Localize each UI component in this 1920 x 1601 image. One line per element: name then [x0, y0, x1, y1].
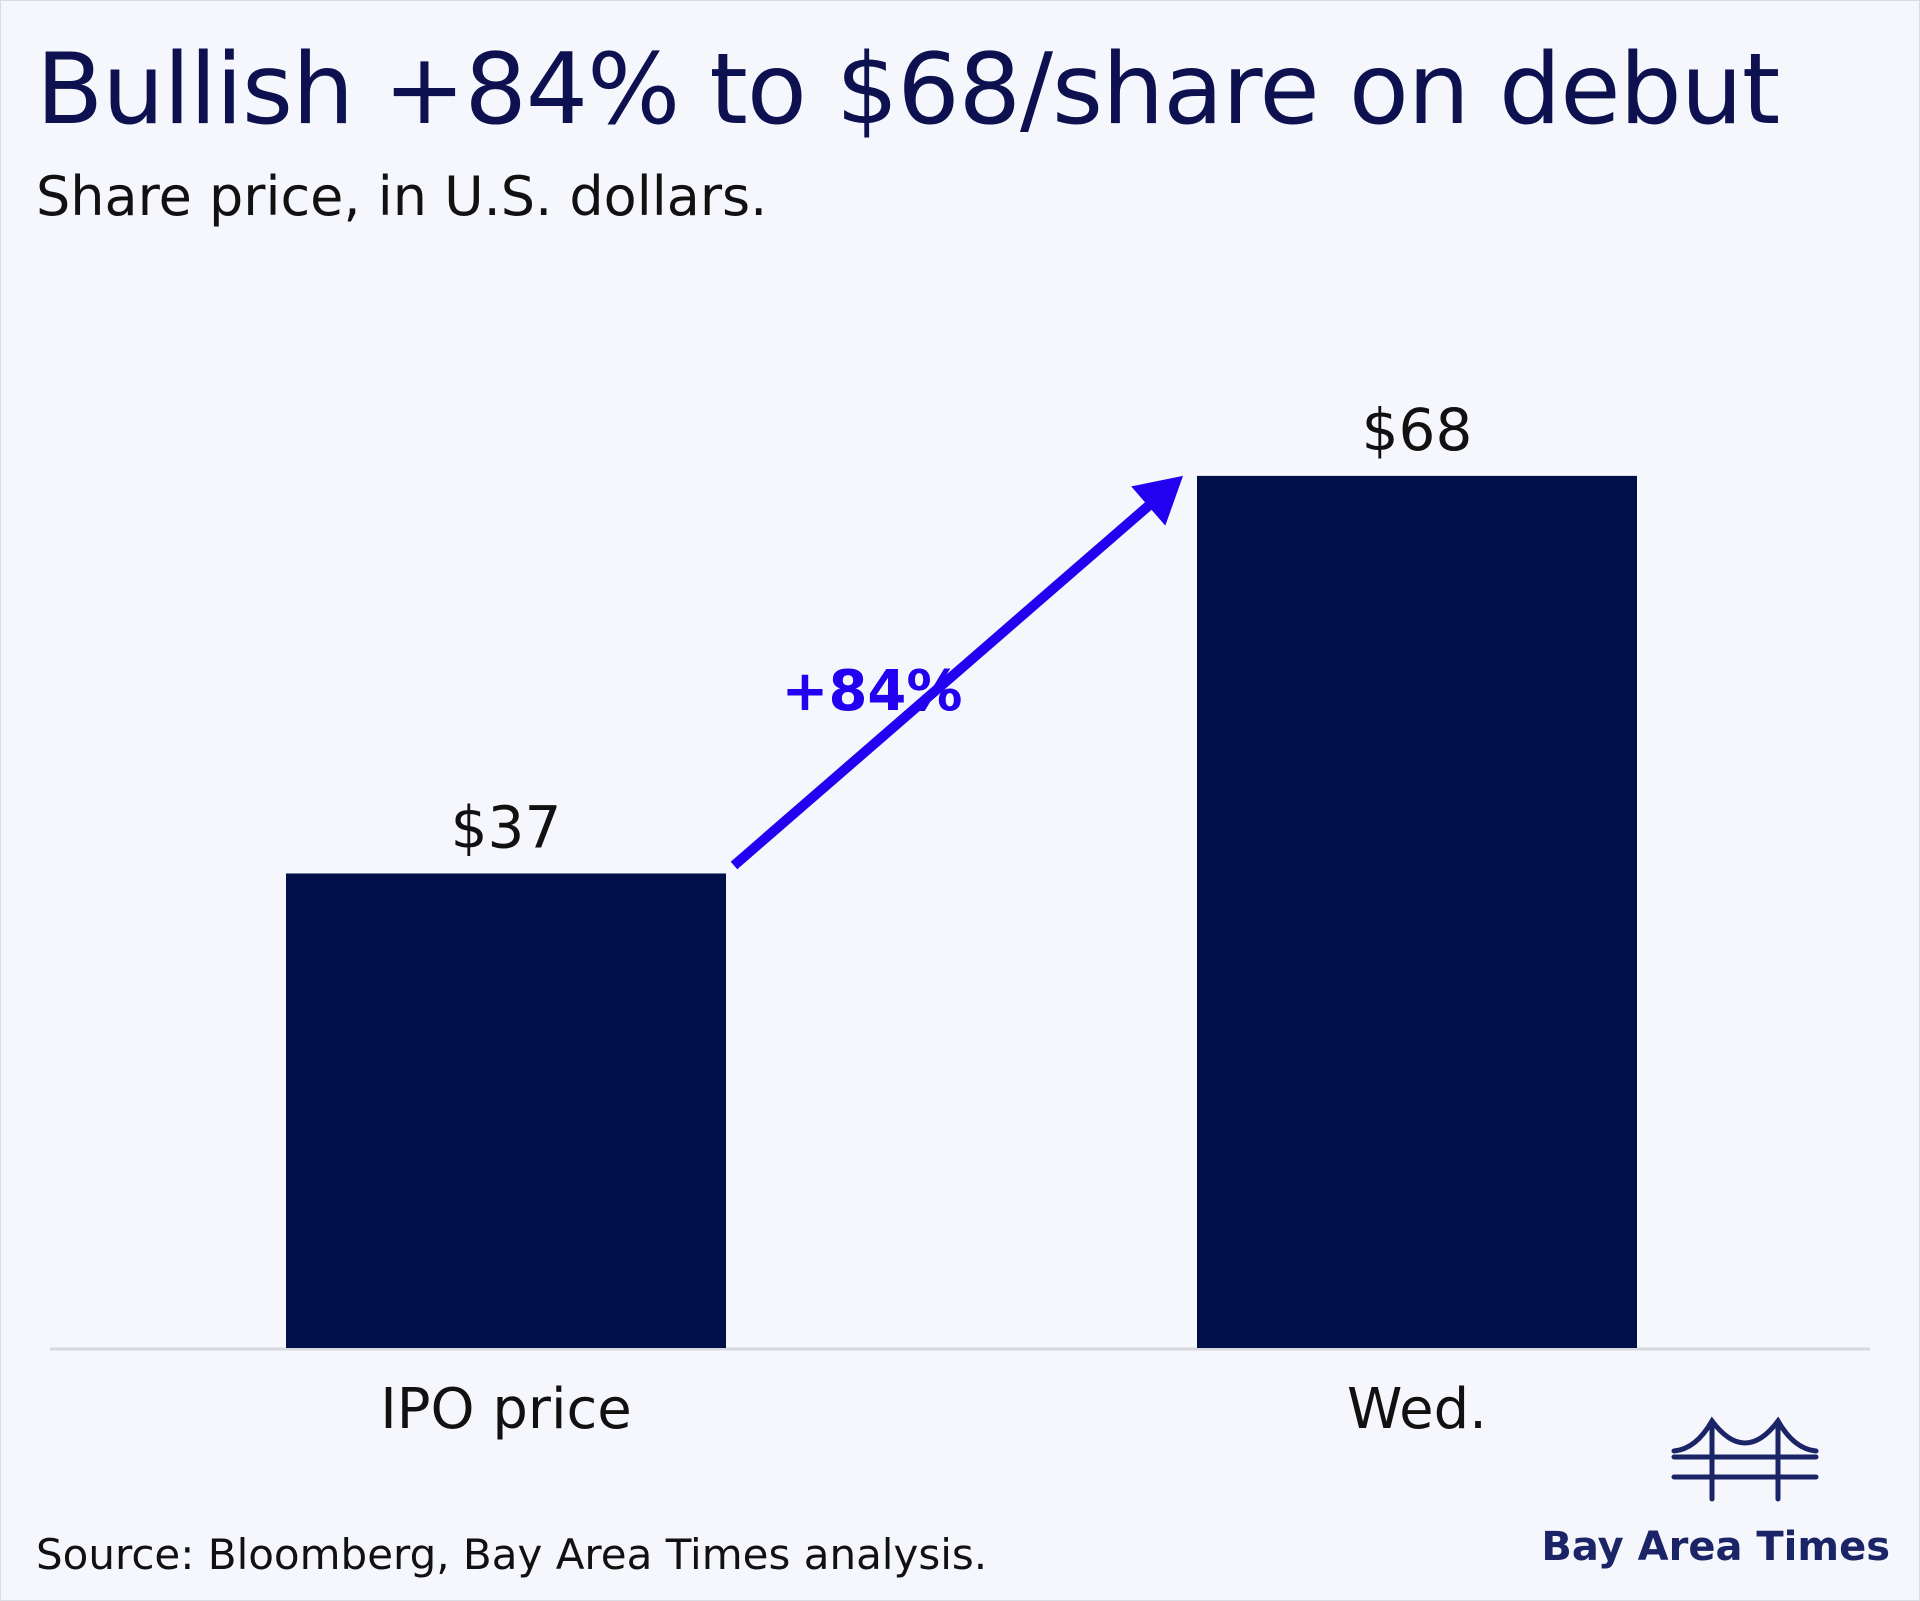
growth-arrow-head: [1131, 475, 1183, 526]
category-label: IPO price: [380, 1377, 632, 1442]
data-label: $68: [1362, 396, 1473, 464]
brand-name: Bay Area Times: [1541, 1524, 1890, 1570]
data-label: $37: [451, 793, 562, 861]
bridge-logo-icon: [1671, 1416, 1819, 1502]
chart-subtitle: Share price, in U.S. dollars.: [36, 165, 768, 228]
bar: [286, 873, 726, 1348]
change-annotation: +84%: [782, 659, 963, 724]
growth-arrow-line: [730, 499, 1155, 870]
bar: [1197, 475, 1637, 1348]
source-note: Source: Bloomberg, Bay Area Times analys…: [36, 1530, 988, 1579]
chart-title: Bullish +84% to $68/share on debut: [36, 33, 1780, 147]
category-label: Wed.: [1347, 1377, 1487, 1442]
bar-chart: $37 IPO price $68 Wed. +84%: [50, 396, 1870, 1442]
